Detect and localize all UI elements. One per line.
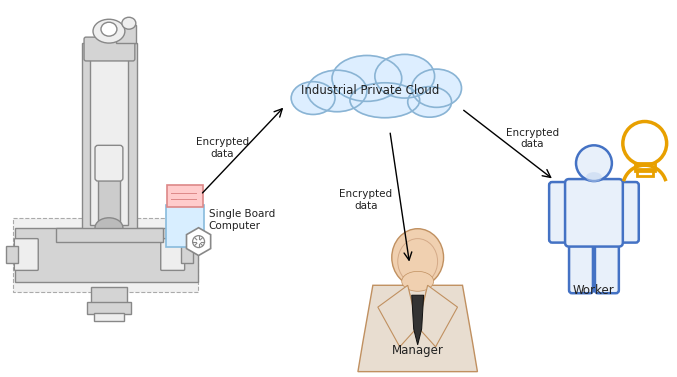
Polygon shape — [378, 285, 418, 347]
FancyBboxPatch shape — [14, 239, 38, 270]
Ellipse shape — [408, 87, 452, 117]
Bar — [94, 313, 124, 321]
Bar — [87, 302, 131, 314]
Text: Worker: Worker — [573, 284, 615, 297]
Bar — [167, 185, 202, 207]
FancyBboxPatch shape — [84, 37, 135, 61]
Ellipse shape — [93, 19, 125, 43]
Text: Industrial Private Cloud: Industrial Private Cloud — [301, 84, 439, 97]
Ellipse shape — [401, 271, 433, 291]
Bar — [91, 287, 127, 305]
Text: Encrypted
data: Encrypted data — [506, 127, 559, 149]
Ellipse shape — [101, 22, 117, 36]
Ellipse shape — [95, 218, 123, 238]
Polygon shape — [412, 295, 424, 345]
Bar — [116, 25, 136, 43]
Circle shape — [576, 145, 612, 181]
Ellipse shape — [412, 69, 462, 107]
Ellipse shape — [586, 172, 602, 182]
FancyBboxPatch shape — [595, 236, 619, 293]
Bar — [181, 245, 192, 264]
Bar — [16, 228, 198, 282]
Text: Manager: Manager — [392, 344, 443, 357]
Bar — [635, 163, 655, 171]
Text: Encrypted
data: Encrypted data — [196, 138, 249, 159]
Polygon shape — [418, 285, 447, 327]
Ellipse shape — [332, 55, 401, 101]
Bar — [56, 228, 162, 242]
FancyBboxPatch shape — [160, 239, 185, 270]
Ellipse shape — [350, 83, 420, 118]
Bar — [637, 169, 653, 176]
FancyBboxPatch shape — [569, 236, 593, 293]
Bar — [98, 155, 120, 225]
FancyBboxPatch shape — [549, 182, 571, 242]
Polygon shape — [418, 285, 458, 347]
FancyBboxPatch shape — [14, 218, 198, 292]
FancyBboxPatch shape — [95, 145, 123, 181]
Ellipse shape — [375, 54, 435, 98]
Polygon shape — [186, 228, 211, 256]
Bar — [90, 56, 128, 225]
Ellipse shape — [392, 229, 443, 286]
Text: Encrypted
data: Encrypted data — [339, 189, 393, 211]
Ellipse shape — [291, 82, 335, 115]
Polygon shape — [388, 285, 418, 327]
Ellipse shape — [122, 17, 136, 29]
FancyBboxPatch shape — [617, 182, 639, 242]
FancyBboxPatch shape — [565, 179, 623, 247]
Bar — [82, 43, 137, 232]
Ellipse shape — [307, 70, 367, 112]
Bar — [6, 245, 18, 264]
Polygon shape — [358, 285, 477, 372]
Text: Single Board
Computer: Single Board Computer — [209, 209, 275, 231]
Bar — [166, 205, 204, 247]
Ellipse shape — [398, 239, 437, 284]
